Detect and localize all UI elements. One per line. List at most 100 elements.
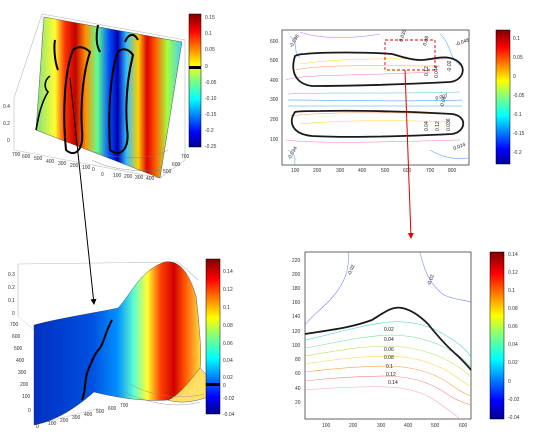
- tl-cb-tick-1: 0.1: [205, 31, 212, 37]
- bl-ztick-2: 0.1: [8, 298, 15, 304]
- br-cb-tick-7: 0: [508, 379, 511, 385]
- panel-top-left: 0.4 0.2 0 700 600 500 400 300 200 100 0 …: [3, 13, 217, 182]
- bl-ytick-7: 0: [28, 408, 31, 414]
- tl-xtick-7: 0: [92, 167, 95, 173]
- tr-contour-labels: -0.096 0.035 0.08 -0.048 0.12 0.044 -0.0…: [287, 29, 471, 161]
- tr-cb-tick-5: -0.15: [513, 131, 525, 137]
- tl-xtick-2: 500: [34, 156, 43, 162]
- tl-ytick-4: 400: [146, 176, 155, 182]
- tl-ytick-5: 500: [163, 169, 172, 175]
- br-cl-7: -0.02: [346, 264, 356, 277]
- bl-zero-contour: [81, 319, 113, 401]
- tr-xtick-3: 400: [358, 168, 367, 174]
- bl-ytick-6: 100: [22, 394, 31, 400]
- br-xtick-4: 500: [431, 423, 440, 429]
- tr-cb-tick-0: 0.1: [513, 36, 520, 42]
- tr-cl-11: 0.036: [446, 118, 452, 131]
- br-cb-tick-1: 0.12: [508, 270, 518, 276]
- tr-cl-3: -0.048: [455, 37, 471, 48]
- br-ytick-6: 100: [292, 343, 301, 349]
- bl-cb-tick-5: 0.04: [223, 358, 233, 364]
- tr-cl-6: -0.02: [447, 60, 453, 72]
- tr-ytick-0: 600: [270, 39, 279, 45]
- tr-zero-contours: [290, 51, 465, 138]
- br-cl-1: 0.04: [384, 337, 394, 343]
- tr-cl-4: 0.12: [424, 66, 430, 76]
- panel-top-right: -0.096 0.035 0.08 -0.048 0.12 0.044 -0.0…: [270, 29, 525, 174]
- bl-ztick-1: 0.2: [8, 285, 15, 291]
- bl-xtick-3: 300: [72, 415, 81, 421]
- bl-colorbar: 0.14 0.12 0.1 0.08 0.06 0.04 0.02 0 -0.0…: [205, 258, 235, 418]
- bl-cb-tick-3: 0.08: [223, 323, 233, 329]
- tr-colorbar: 0.1 0.05 0 -0.05 -0.1 -0.15 -0.2: [495, 29, 525, 165]
- bl-xtick-7: 700: [120, 403, 129, 409]
- bl-xtick-2: 200: [60, 418, 69, 424]
- tl-ytick-3: 300: [135, 175, 144, 181]
- br-cl-5: 0.12: [386, 372, 396, 378]
- tl-ytick-7: 700: [181, 154, 190, 160]
- br-zero-contour: [304, 306, 472, 371]
- tl-cb-tick-5: -0.10: [205, 96, 217, 102]
- tr-xtick-6: 700: [426, 168, 435, 174]
- tr-xtick-2: 300: [336, 168, 345, 174]
- tr-contour-lines: [285, 31, 469, 166]
- tl-surface: [35, 16, 183, 179]
- panel-bottom-right: 0.02 0.04 0.06 0.08 0.1 0.12 0.14 -0.02 …: [292, 251, 520, 429]
- tr-cb-tick-1: 0.05: [513, 55, 523, 61]
- tl-ytick-6: 600: [172, 162, 181, 168]
- br-plot-area: [304, 251, 472, 420]
- tl-xtick-3: 400: [46, 159, 55, 165]
- tl-xtick-0: 700: [12, 152, 21, 158]
- tr-cb-tick-3: -0.05: [513, 93, 525, 99]
- bl-xtick-1: 100: [48, 421, 57, 427]
- br-cb-tick-0: 0.14: [508, 252, 518, 258]
- tl-xtick-1: 600: [22, 154, 31, 160]
- tl-colorbar-marker: [189, 66, 201, 69]
- tr-cl-9: 0.04: [424, 121, 430, 131]
- bl-ztick-0: 0.3: [8, 272, 15, 278]
- br-ytick-5: 120: [292, 329, 301, 335]
- tl-cb-tick-6: -0.15: [205, 112, 217, 118]
- tl-ytick-2: 200: [124, 174, 133, 180]
- br-ytick-2: 180: [292, 286, 301, 292]
- br-ytick-4: 140: [292, 314, 301, 320]
- tl-y-ticks: 0 100 200 300 400 500 600 700: [101, 154, 190, 182]
- bl-colorbar-marker: [206, 383, 220, 386]
- tr-y-ticks: 600 500 400 300 200 100: [270, 39, 279, 143]
- bl-z-ticks: 0.3 0.2 0.1 0: [8, 272, 15, 317]
- tl-ztick-2: 0: [7, 138, 10, 144]
- br-contour-labels: 0.02 0.04 0.06 0.08 0.1 0.12 0.14 -0.02 …: [346, 264, 435, 386]
- br-colorbar: 0.14 0.12 0.1 0.08 0.06 0.04 0.02 0 -0.0…: [489, 251, 520, 421]
- tl-cb-tick-0: 0.15: [205, 15, 215, 21]
- tl-xtick-4: 300: [58, 161, 67, 167]
- tl-cb-tick-3: 0: [205, 64, 208, 70]
- bl-ytick-2: 500: [14, 346, 23, 352]
- bl-x-ticks: 0 100 200 300 400 500 600 700: [36, 403, 129, 430]
- tr-ytick-5: 100: [270, 137, 279, 143]
- tl-xtick-6: 100: [82, 165, 91, 171]
- br-ytick-1: 200: [292, 272, 301, 278]
- tl-ztick-0: 0.4: [3, 104, 10, 110]
- br-xtick-2: 300: [377, 423, 386, 429]
- tr-cb-tick-2: 0: [513, 74, 516, 80]
- tl-xtick-5: 200: [70, 163, 79, 169]
- bl-xtick-5: 500: [96, 409, 105, 415]
- br-cl-3: 0.08: [384, 355, 394, 361]
- bl-cb-tick-2: 0.1: [223, 305, 230, 311]
- tr-cb-tick-6: -0.2: [513, 150, 522, 156]
- tl-cb-tick-8: -0.25: [205, 144, 217, 150]
- tr-xtick-4: 500: [381, 168, 390, 174]
- br-xtick-1: 200: [349, 423, 358, 429]
- bl-cb-tick-0: 0.14: [223, 269, 233, 275]
- tr-cl-10: 0.12: [435, 121, 441, 131]
- bl-cb-tick-6: 0.02: [223, 375, 233, 381]
- br-cl-2: 0.06: [384, 347, 394, 353]
- br-cb-tick-9: -0.04: [508, 415, 520, 421]
- tr-ytick-1: 500: [270, 58, 279, 64]
- br-xtick-5: 600: [459, 423, 468, 429]
- br-xtick-0: 100: [322, 423, 331, 429]
- bl-surface-back: [33, 261, 201, 426]
- tr-xtick-5: 600: [403, 168, 412, 174]
- bl-ytick-5: 200: [20, 382, 29, 388]
- tl-cb-tick-7: -0.2: [205, 128, 214, 134]
